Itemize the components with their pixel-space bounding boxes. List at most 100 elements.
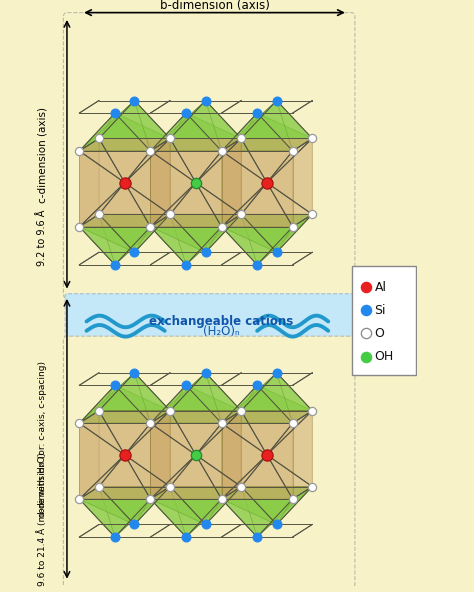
Polygon shape	[80, 385, 115, 423]
Polygon shape	[170, 101, 241, 139]
Point	[166, 482, 174, 491]
Text: O: O	[374, 327, 384, 340]
Polygon shape	[222, 214, 257, 265]
Point	[218, 146, 226, 156]
Polygon shape	[80, 487, 170, 499]
Polygon shape	[151, 411, 241, 423]
Polygon shape	[151, 487, 186, 537]
Point	[76, 222, 83, 231]
Polygon shape	[222, 423, 293, 499]
Point	[309, 134, 316, 143]
Polygon shape	[222, 499, 293, 525]
Polygon shape	[222, 151, 293, 227]
Polygon shape	[277, 487, 312, 525]
Polygon shape	[80, 487, 115, 537]
Point	[95, 134, 103, 143]
Polygon shape	[170, 487, 241, 525]
Polygon shape	[151, 423, 222, 499]
Polygon shape	[115, 487, 170, 537]
Point	[263, 178, 271, 188]
Polygon shape	[80, 113, 151, 151]
Point	[182, 381, 190, 390]
Polygon shape	[222, 113, 293, 151]
Point	[166, 406, 174, 416]
Polygon shape	[151, 227, 222, 252]
Polygon shape	[115, 385, 170, 423]
Point	[253, 108, 261, 118]
Polygon shape	[241, 139, 312, 214]
Point	[273, 247, 281, 257]
Point	[309, 482, 316, 491]
Polygon shape	[222, 101, 277, 151]
Polygon shape	[151, 227, 222, 265]
Point	[218, 494, 226, 504]
Polygon shape	[241, 214, 312, 252]
Polygon shape	[151, 214, 241, 227]
Point	[95, 406, 103, 416]
FancyBboxPatch shape	[352, 266, 417, 375]
Polygon shape	[277, 373, 312, 423]
Point	[111, 381, 118, 390]
Point	[289, 494, 297, 504]
Polygon shape	[151, 113, 222, 151]
Polygon shape	[241, 373, 312, 411]
Point	[131, 96, 138, 105]
Point	[95, 482, 103, 491]
Point	[131, 368, 138, 378]
Polygon shape	[241, 113, 312, 139]
Polygon shape	[222, 101, 293, 151]
Polygon shape	[151, 411, 170, 499]
Polygon shape	[99, 411, 170, 487]
Polygon shape	[99, 487, 170, 525]
Polygon shape	[222, 487, 257, 537]
Polygon shape	[80, 227, 151, 252]
Point	[182, 260, 190, 269]
Polygon shape	[222, 373, 277, 423]
Polygon shape	[257, 214, 312, 265]
Polygon shape	[80, 411, 170, 423]
Polygon shape	[99, 385, 170, 411]
Polygon shape	[170, 411, 241, 487]
Point	[182, 108, 190, 118]
Polygon shape	[135, 214, 170, 252]
Polygon shape	[80, 385, 151, 423]
Point	[362, 282, 369, 292]
Polygon shape	[222, 227, 293, 265]
Polygon shape	[170, 139, 241, 214]
Polygon shape	[135, 487, 170, 525]
Point	[111, 532, 118, 542]
Polygon shape	[80, 373, 151, 423]
Point	[76, 146, 83, 156]
Point	[131, 520, 138, 529]
Polygon shape	[80, 214, 170, 227]
Polygon shape	[257, 113, 312, 151]
Polygon shape	[115, 214, 170, 265]
Text: b-dimension (axis): b-dimension (axis)	[160, 0, 269, 12]
Polygon shape	[222, 487, 277, 525]
Polygon shape	[222, 214, 312, 227]
Polygon shape	[206, 101, 241, 151]
Polygon shape	[80, 227, 151, 265]
Polygon shape	[241, 101, 312, 139]
Point	[111, 108, 118, 118]
Polygon shape	[222, 385, 293, 423]
Polygon shape	[151, 113, 186, 151]
Polygon shape	[293, 139, 312, 227]
Text: d-dimension (or: c-axis, c-spacing): d-dimension (or: c-axis, c-spacing)	[37, 361, 46, 517]
Polygon shape	[151, 487, 206, 525]
Polygon shape	[151, 101, 206, 151]
Polygon shape	[170, 214, 241, 252]
Polygon shape	[80, 373, 135, 423]
Polygon shape	[151, 214, 186, 265]
Polygon shape	[222, 139, 241, 227]
Point	[253, 381, 261, 390]
Polygon shape	[222, 411, 241, 499]
Polygon shape	[222, 487, 312, 499]
Polygon shape	[151, 385, 222, 423]
Point	[95, 210, 103, 219]
Polygon shape	[151, 373, 206, 423]
Point	[289, 222, 297, 231]
Polygon shape	[99, 113, 170, 139]
Polygon shape	[222, 499, 293, 537]
Polygon shape	[186, 487, 241, 537]
